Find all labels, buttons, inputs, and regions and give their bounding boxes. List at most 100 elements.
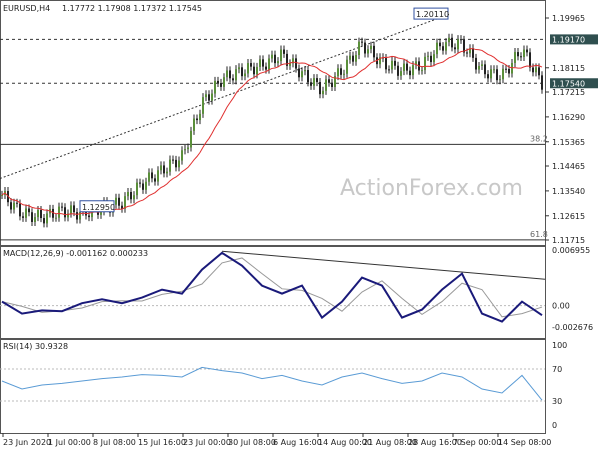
candle-body [319,82,321,95]
candle-body [502,68,504,80]
candle-body [316,78,318,83]
candle-body [427,55,429,57]
candle-body [196,118,198,121]
candle-body [28,208,30,213]
rsi-tick-label: 0 [552,421,557,430]
candle-body [313,78,315,86]
candle-body [508,68,510,74]
candle-body [244,73,246,77]
candle-body [346,59,348,74]
level-label: 1.17540 [552,79,585,88]
x-tick-label: 1 Jul 00:00 [48,438,91,447]
candle-body [370,45,372,50]
candle-body [436,42,438,55]
candle-body [445,42,447,51]
candle-body [478,66,480,70]
candle-body [232,78,234,81]
candle-body [166,171,168,174]
candle-body [238,67,240,70]
y-tick-label: 1.17215 [552,88,585,97]
price-annotation-box [413,7,449,20]
candle-body [19,203,21,217]
x-tick-label: 6 Aug 16:00 [273,438,322,447]
candle-body [163,165,165,174]
level-badge [550,34,598,45]
candle-body [133,195,135,200]
candle-body [322,90,324,95]
moving-average-line [1,48,543,216]
x-tick-label: 15 Jul 16:00 [138,438,186,447]
candle-body [364,42,366,54]
candle-body [229,70,231,79]
ohlc-header: 1.17772 1.17908 1.17372 1.17545 [62,4,202,13]
candle-body [484,64,486,75]
candle-body [193,118,195,131]
candle-body [211,93,213,101]
y-tick-label: 1.15365 [552,138,585,147]
candle-body [160,165,162,171]
candle-body [280,49,282,62]
candle-body [307,70,309,83]
candle-body [268,58,270,70]
candle-body [457,39,459,50]
candle-body [217,80,219,83]
candle-body [442,46,444,51]
macd-title: MACD(12,26,9) -0.001162 0.000233 [3,249,148,258]
candle-body [259,59,261,67]
candle-body [337,68,339,77]
candle-body [262,59,264,67]
candle-body [526,49,528,53]
candle-body [340,68,342,75]
candle-body [310,82,312,86]
candle-body [157,170,159,182]
candle-body [385,58,387,70]
candle-body [529,52,531,68]
rsi-title: RSI(14) 30.9328 [3,342,68,351]
candle-body [448,37,450,43]
candle-body [124,196,126,209]
candle-body [181,150,183,161]
candle-body [439,42,441,47]
x-tick-label: 30 Jul 08:00 [228,438,276,447]
candle-body [406,63,408,71]
x-tick-label: 7 Sep 00:00 [453,438,501,447]
candle-body [175,159,177,168]
candle-body [283,49,285,54]
y-tick-label: 1.16290 [552,113,585,122]
candle-body [451,37,453,48]
candle-body [13,202,15,210]
candle-body [187,147,189,150]
candle-body [199,113,201,121]
macd-trendline [221,250,546,280]
candle-body [325,79,327,91]
candle-body [16,202,18,204]
candle-body [184,149,186,151]
candle-body [475,57,477,70]
candle-body [421,70,423,72]
candle-body [454,47,456,50]
candle-body [145,181,147,190]
x-tick-label: 14 Sep 08:00 [498,438,551,447]
candle-body [154,178,156,182]
x-tick-label: 28 Aug 16:00 [408,438,462,447]
candle-body [343,73,345,75]
candle-body [22,216,24,218]
candle-body [10,202,12,210]
y-tick-label: 1.11715 [552,236,585,245]
candle-body [178,160,180,168]
candle-body [394,60,396,66]
candle-body [400,71,402,76]
candle-body [118,197,120,206]
candle-body [514,52,516,63]
candle-body [265,66,267,70]
candle-body [541,75,543,90]
candle-body [379,57,381,65]
candle-body [271,54,273,59]
macd-signal-line [1,257,543,318]
candle-body [334,76,336,88]
candle-body [241,67,243,77]
candle-body [415,61,417,66]
macd-tick-label: 0.00 [552,302,570,311]
